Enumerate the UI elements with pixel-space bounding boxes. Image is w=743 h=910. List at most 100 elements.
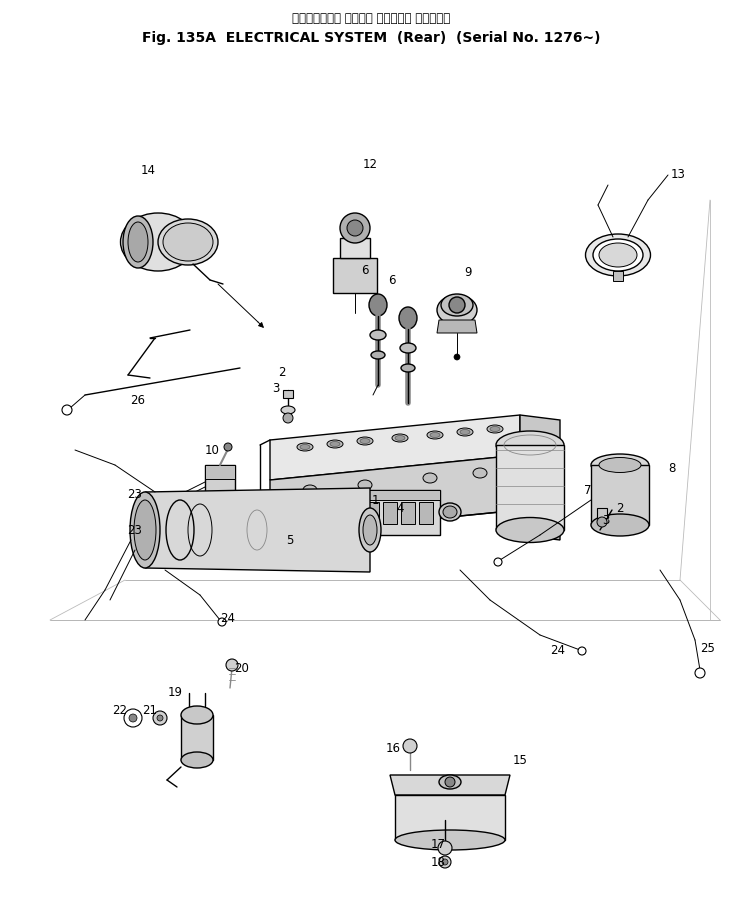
Ellipse shape xyxy=(370,330,386,340)
Ellipse shape xyxy=(360,439,370,443)
Text: 10: 10 xyxy=(204,443,219,457)
Circle shape xyxy=(124,709,142,727)
Ellipse shape xyxy=(496,431,564,459)
Bar xyxy=(613,271,623,281)
Ellipse shape xyxy=(460,430,470,434)
Text: 1: 1 xyxy=(372,493,379,507)
Circle shape xyxy=(129,714,137,722)
Ellipse shape xyxy=(363,515,377,545)
Circle shape xyxy=(226,659,238,671)
Ellipse shape xyxy=(585,234,651,276)
Text: 21: 21 xyxy=(143,703,158,716)
Circle shape xyxy=(347,220,363,236)
Text: 14: 14 xyxy=(140,164,155,177)
Text: 2: 2 xyxy=(616,501,624,514)
Text: 16: 16 xyxy=(386,742,400,754)
Ellipse shape xyxy=(399,307,417,329)
Bar xyxy=(340,238,370,258)
Circle shape xyxy=(153,711,167,725)
Polygon shape xyxy=(496,445,564,530)
Circle shape xyxy=(283,413,293,423)
Text: 8: 8 xyxy=(668,461,675,474)
Ellipse shape xyxy=(358,480,372,490)
Polygon shape xyxy=(520,415,560,510)
Circle shape xyxy=(454,354,460,360)
Text: 9: 9 xyxy=(464,266,472,278)
Text: 20: 20 xyxy=(235,662,250,674)
Bar xyxy=(181,715,213,760)
Ellipse shape xyxy=(423,473,437,483)
Ellipse shape xyxy=(181,752,213,768)
Text: 15: 15 xyxy=(513,753,528,766)
Ellipse shape xyxy=(395,830,505,850)
Ellipse shape xyxy=(401,364,415,372)
Text: エレクトリカル システム （リヤー） （適用号機: エレクトリカル システム （リヤー） （適用号機 xyxy=(292,12,450,25)
Polygon shape xyxy=(437,320,477,333)
Circle shape xyxy=(438,841,452,855)
Text: 3: 3 xyxy=(603,513,610,527)
Ellipse shape xyxy=(281,406,295,414)
Circle shape xyxy=(224,443,232,451)
Ellipse shape xyxy=(437,295,477,325)
Circle shape xyxy=(449,297,465,313)
Ellipse shape xyxy=(123,216,153,268)
Text: 24: 24 xyxy=(221,612,236,624)
Ellipse shape xyxy=(327,440,343,448)
Ellipse shape xyxy=(128,222,148,262)
Ellipse shape xyxy=(473,468,487,478)
Ellipse shape xyxy=(357,437,373,445)
Text: 3: 3 xyxy=(273,381,279,395)
Ellipse shape xyxy=(443,506,457,518)
Text: Fig. 135A  ELECTRICAL SYSTEM  (Rear)  (Serial No. 1276~): Fig. 135A ELECTRICAL SYSTEM (Rear) (Seri… xyxy=(142,31,600,45)
Bar xyxy=(205,465,235,493)
Ellipse shape xyxy=(158,219,218,265)
Circle shape xyxy=(597,517,607,527)
Ellipse shape xyxy=(427,431,443,439)
Ellipse shape xyxy=(591,514,649,536)
Text: 23: 23 xyxy=(128,489,143,501)
Ellipse shape xyxy=(457,428,473,436)
Polygon shape xyxy=(591,465,649,525)
Ellipse shape xyxy=(430,432,440,438)
Circle shape xyxy=(157,715,163,721)
Ellipse shape xyxy=(369,294,387,316)
Ellipse shape xyxy=(134,500,156,560)
Polygon shape xyxy=(270,455,520,535)
Text: 19: 19 xyxy=(167,685,183,699)
Circle shape xyxy=(340,213,370,243)
Text: 18: 18 xyxy=(430,855,446,868)
Ellipse shape xyxy=(441,294,473,316)
Text: 24: 24 xyxy=(551,643,565,656)
Circle shape xyxy=(578,647,586,655)
Text: 26: 26 xyxy=(131,393,146,407)
Polygon shape xyxy=(390,775,510,795)
Text: 4: 4 xyxy=(396,501,403,514)
Polygon shape xyxy=(270,415,520,480)
Bar xyxy=(283,390,293,398)
Text: 12: 12 xyxy=(363,158,377,171)
Ellipse shape xyxy=(297,443,313,451)
Ellipse shape xyxy=(120,213,195,271)
Text: 6: 6 xyxy=(389,274,396,287)
Polygon shape xyxy=(520,510,560,540)
Ellipse shape xyxy=(400,343,416,353)
Circle shape xyxy=(439,856,451,868)
Circle shape xyxy=(537,514,549,526)
Text: 2: 2 xyxy=(278,366,286,379)
Polygon shape xyxy=(145,488,370,572)
Bar xyxy=(333,258,377,293)
Bar xyxy=(205,465,235,479)
Ellipse shape xyxy=(359,508,381,552)
Ellipse shape xyxy=(392,434,408,442)
Ellipse shape xyxy=(487,425,503,433)
Bar xyxy=(597,508,607,518)
Circle shape xyxy=(442,859,448,865)
Circle shape xyxy=(445,777,455,787)
Text: 5: 5 xyxy=(286,533,293,547)
Ellipse shape xyxy=(591,454,649,476)
Ellipse shape xyxy=(163,223,213,261)
Ellipse shape xyxy=(330,441,340,447)
Bar xyxy=(401,502,415,524)
Text: 22: 22 xyxy=(112,703,128,716)
Text: 7: 7 xyxy=(584,483,591,497)
